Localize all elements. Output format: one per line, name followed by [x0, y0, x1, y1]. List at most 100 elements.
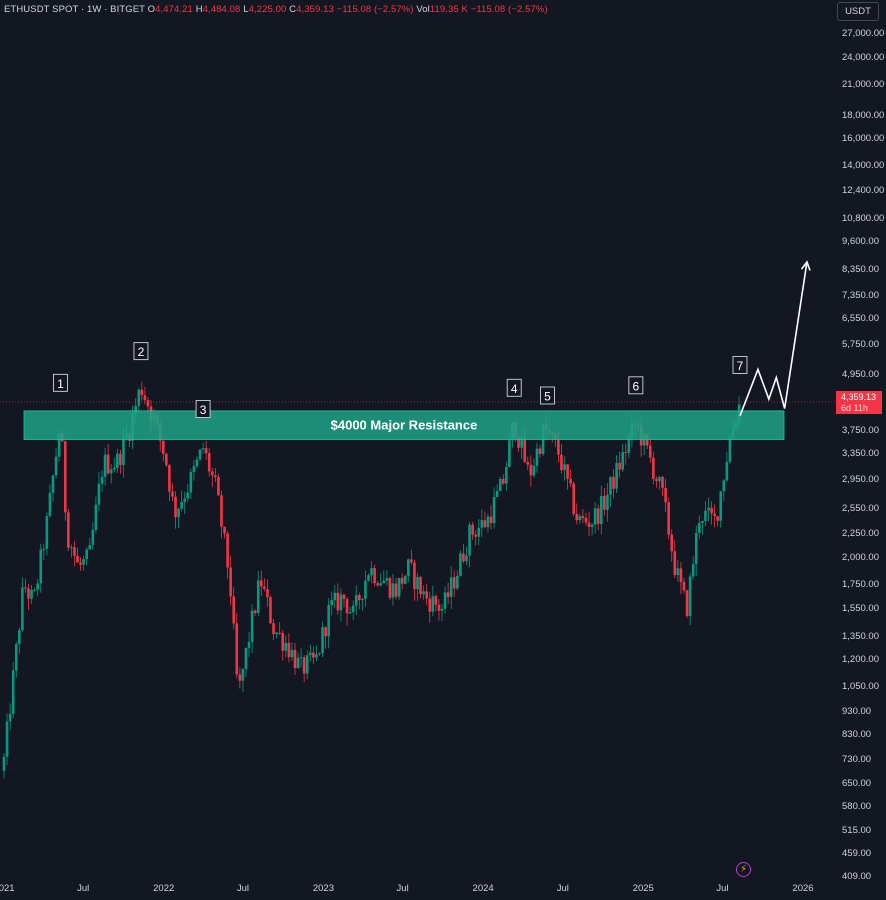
candle-body: [229, 567, 232, 597]
currency-button[interactable]: USDT: [837, 2, 879, 21]
bar-countdown: 6d 11h: [841, 403, 868, 413]
candle-body: [413, 562, 416, 590]
candle-body: [722, 480, 726, 492]
candle-body: [45, 516, 49, 549]
candle-body: [505, 467, 508, 484]
time-axis-tick: Jul: [396, 883, 409, 894]
candle-body: [682, 582, 686, 591]
candle-body: [36, 583, 39, 590]
candle-body: [302, 657, 306, 674]
candle-body: [278, 632, 281, 634]
low-key: L: [243, 4, 249, 15]
candle-body: [296, 657, 300, 669]
candle-body: [39, 549, 43, 584]
candle-body: [370, 568, 373, 576]
candle-body: [716, 516, 719, 521]
candle-body: [161, 440, 165, 454]
candle-body: [719, 491, 723, 521]
time-axis-tick: 2026: [792, 883, 814, 894]
price-axis-tick: 409.00: [842, 871, 872, 882]
candle-body: [73, 547, 76, 556]
candle-body: [492, 497, 496, 524]
touch-marker[interactable]: 2: [133, 342, 149, 361]
candle-body: [54, 456, 58, 476]
candle-body: [520, 437, 523, 448]
candle-body: [217, 477, 220, 496]
candle-body: [183, 498, 187, 502]
price-axis-tick: 930.00: [842, 705, 872, 717]
time-axis-tick: 2025: [632, 883, 654, 894]
touch-marker-box: [133, 342, 149, 361]
touch-marker[interactable]: 7: [732, 356, 748, 374]
candle-body: [269, 597, 272, 624]
price-axis-tick: 24,000.00: [842, 51, 885, 63]
symbol-legend: ETHUSDT SPOT · 1W · BITGET O4,474.21 H4,…: [4, 4, 548, 15]
candle-body: [299, 657, 303, 659]
candle-body: [180, 501, 183, 509]
touch-marker[interactable]: 6: [628, 376, 644, 395]
resistance-zone[interactable]: [23, 410, 785, 440]
touch-marker[interactable]: 1: [52, 373, 68, 392]
change-value: −115.08 (−2.57%): [336, 4, 414, 15]
price-axis-tick: 4,950.00: [842, 369, 879, 381]
candle-body: [612, 476, 615, 489]
candle-body: [315, 654, 318, 658]
time-axis-tick: 2021: [0, 883, 15, 894]
candle-body: [14, 644, 18, 671]
candle-body: [345, 598, 349, 614]
candle-body: [685, 590, 689, 617]
candle-body: [85, 549, 89, 560]
symbol-title[interactable]: ETHUSDT SPOT · 1W · BITGET: [4, 4, 145, 15]
candle-body: [606, 494, 609, 510]
candle-body: [679, 568, 683, 583]
candle-body: [599, 495, 603, 524]
touch-marker-label: 6: [633, 379, 640, 393]
candle-body: [287, 642, 291, 658]
touch-marker[interactable]: 4: [506, 378, 522, 397]
projection-path[interactable]: [739, 261, 808, 417]
candle-body: [70, 547, 73, 549]
candle-body: [422, 591, 425, 595]
candle-body: [204, 448, 208, 454]
price-axis-tick: 27,000.00: [842, 28, 885, 40]
candle-body: [697, 523, 701, 533]
candle-body: [667, 502, 670, 535]
candle-body: [351, 605, 355, 613]
candle-body: [174, 496, 177, 518]
candle-body: [8, 713, 12, 722]
candle-body: [419, 577, 422, 595]
candle-body: [477, 527, 481, 537]
candle-body: [312, 652, 315, 658]
touch-marker[interactable]: 5: [540, 386, 555, 405]
candle-body: [403, 575, 407, 584]
candle-body: [11, 670, 15, 714]
candle-body: [250, 610, 254, 642]
candle-body: [603, 495, 606, 510]
candle-body: [76, 555, 79, 563]
candle-body: [459, 553, 462, 576]
candle-body: [452, 577, 456, 589]
candle-body: [569, 478, 572, 484]
touch-marker[interactable]: 3: [195, 400, 211, 418]
price-axis-tick: 12,400.00: [842, 184, 885, 196]
candle-body: [244, 647, 248, 670]
candle-body: [627, 438, 631, 453]
candle-body: [192, 466, 196, 473]
candle-body: [140, 389, 144, 396]
candle-body: [410, 559, 413, 563]
candle-body: [100, 476, 104, 484]
time-axis-tick: 2024: [472, 883, 494, 894]
lightning-icon[interactable]: ⚡: [736, 862, 751, 877]
candle-body: [425, 591, 428, 599]
candle-body: [428, 598, 432, 612]
price-axis-tick: 730.00: [842, 754, 872, 766]
last-price-tag: 4,359.13 6d 11h: [836, 391, 882, 414]
low-value: 4,225.00: [248, 4, 287, 15]
candle-body: [235, 623, 239, 675]
price-axis-tick: 21,000.00: [842, 78, 885, 90]
candle-body: [207, 453, 211, 472]
candle-body: [538, 448, 542, 454]
price-axis-tick: 3,750.00: [842, 425, 879, 437]
